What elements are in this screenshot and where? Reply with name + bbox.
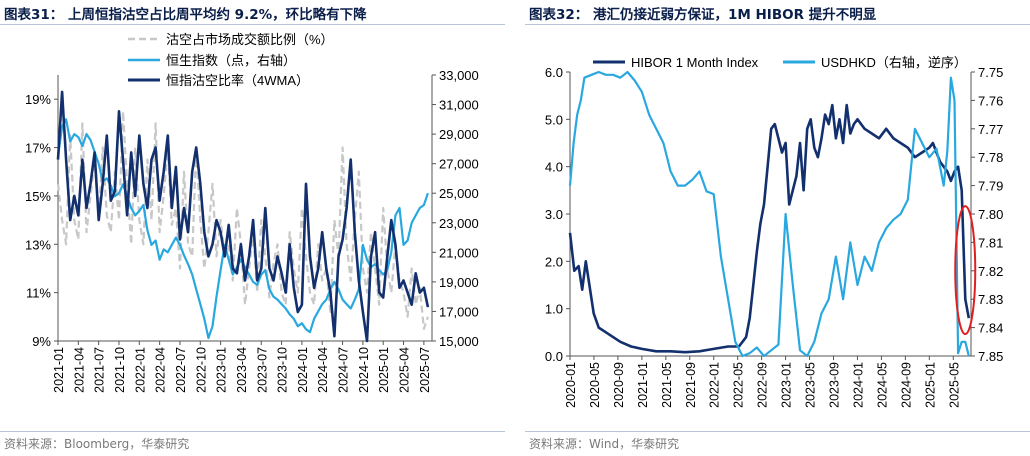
- x-tick-label: 2023-05: [804, 362, 818, 408]
- y-left-tick-label: 6.0: [545, 65, 563, 80]
- x-tick-label: 2020-05: [588, 362, 602, 408]
- x-tick-label: 2024-01: [851, 362, 865, 408]
- y-left-tick-label: 1.0: [545, 302, 563, 317]
- y-right-tick-label: 31,000: [439, 98, 479, 113]
- right-title-divider: [525, 24, 1030, 25]
- x-tick-label: 2023-09: [828, 362, 842, 408]
- x-tick-label: 2022-01: [133, 347, 147, 393]
- y-right-tick-label: 7.80: [978, 207, 1003, 222]
- y-right-tick-label: 7.82: [978, 264, 1003, 279]
- y-right-tick-label: 7.77: [978, 122, 1003, 137]
- left-title-divider: [0, 24, 505, 25]
- y-left-tick-label: 2.0: [545, 254, 563, 269]
- left-chart-svg: 沽空占市场成交额比例（%） 恒生指数（点，右轴） 恒指沽空比率（4WMA） 9%…: [25, 32, 479, 393]
- x-tick-label: 2025-04: [398, 347, 412, 393]
- y-left-tick-label: 4.0: [545, 160, 563, 175]
- y-right-tick-label: 21,000: [439, 245, 479, 260]
- y-right-tick-label: 19,000: [439, 275, 479, 290]
- x-tick-label: 2021-10: [113, 347, 127, 393]
- x-tick-label: 2022-05: [732, 362, 746, 408]
- y-left-tick-label: 11%: [26, 286, 51, 301]
- x-tick-label: 2025-07: [418, 347, 432, 393]
- y-right-tick-label: 7.76: [978, 93, 1003, 108]
- left-legend: 沽空占市场成交额比例（%） 恒生指数（点，右轴） 恒指沽空比率（4WMA）: [128, 32, 334, 88]
- x-tick-label: 2022-10: [194, 347, 208, 393]
- right-chart-panel: 图表32： 港汇仍接近弱方保证，1M HIBOR 提升不明显 HIBOR 1 M…: [525, 0, 1030, 456]
- x-tick-label: 2025-05: [947, 362, 961, 408]
- x-tick-label: 2021-09: [684, 362, 698, 408]
- y-left-tick-label: 19%: [25, 92, 51, 107]
- x-tick-label: 2021-04: [72, 347, 86, 393]
- x-tick-label: 2021-01: [52, 347, 66, 393]
- legend-label-wma: 恒指沽空比率（4WMA）: [166, 73, 309, 88]
- series-line-usdhkd: [568, 70, 970, 358]
- y-right-tick-label: 7.85: [978, 349, 1003, 364]
- y-left-tick-label: 3.0: [545, 207, 563, 222]
- x-tick-label: 2022-01: [708, 362, 722, 408]
- x-tick-label: 2024-07: [337, 347, 351, 393]
- y-left-tick-label: 17%: [25, 141, 51, 156]
- y-right-tick-label: 27,000: [439, 157, 479, 172]
- y-left-tick-label: 9%: [32, 334, 51, 349]
- x-tick-label: 2023-07: [255, 347, 269, 393]
- x-tick-label: 2025-01: [377, 347, 391, 393]
- y-left-tick-label: 5.0: [545, 112, 563, 127]
- left-source-divider: [0, 431, 505, 432]
- x-tick-label: 2021-01: [636, 362, 650, 408]
- y-right-tick-label: 29,000: [439, 127, 479, 142]
- left-source-note: 资料来源：Bloomberg，华泰研究: [4, 437, 190, 451]
- legend-label-usdhkd: USDHKD（右轴，逆序）: [821, 55, 967, 70]
- x-tick-label: 2022-09: [756, 362, 770, 408]
- right-legend: HIBOR 1 Month Index USDHKD（右轴，逆序）: [593, 55, 967, 70]
- y-right-tick-label: 25,000: [439, 186, 479, 201]
- y-right-tick-label: 7.84: [978, 321, 1003, 336]
- left-plot-area: 9% 11% 13% 15% 17% 19% 15,000 17,000 19,000 21,00…: [25, 68, 479, 393]
- x-tick-label: 2024-01: [296, 347, 310, 393]
- x-tick-label: 2023-10: [276, 347, 290, 393]
- series-line-short_ratio: [56, 110, 429, 330]
- x-tick-label: 2023-04: [235, 347, 249, 393]
- x-tick-label: 2020-09: [612, 362, 626, 408]
- x-tick-label: 2023-01: [780, 362, 794, 408]
- x-tick-label: 2024-09: [899, 362, 913, 408]
- y-left-tick-label: 15%: [25, 189, 51, 204]
- y-right-tick-label: 17,000: [439, 304, 479, 319]
- x-tick-label: 2022-04: [154, 347, 168, 393]
- y-right-tick-label: 7.83: [978, 292, 1003, 307]
- x-tick-label: 2021-07: [93, 347, 107, 393]
- left-chart-panel: 图表31： 上周恒指沽空占比周平均约 9.2%，环比略有下降 沽空占市场成交额比…: [0, 0, 505, 456]
- y-right-tick-label: 7.78: [978, 150, 1003, 165]
- right-plot-area: 0.0 1.0 2.0 3.0 4.0 5.0 6.0 7.75 7.76 7.77 7.78 7.7…: [545, 65, 1003, 408]
- y-right-tick-label: 23,000: [439, 216, 479, 231]
- x-tick-label: 2024-10: [357, 347, 371, 393]
- y-left-tick-label: 0.0: [545, 349, 563, 364]
- y-left-tick-label: 13%: [25, 237, 51, 252]
- right-chart-title: 图表32： 港汇仍接近弱方保证，1M HIBOR 提升不明显: [529, 7, 877, 23]
- x-tick-label: 2022-07: [174, 347, 188, 393]
- series-line-hsi: [56, 118, 429, 340]
- series-line-hibor: [568, 103, 971, 354]
- left-chart-title: 图表31： 上周恒指沽空占比周平均约 9.2%，环比略有下降: [4, 7, 367, 23]
- highlight-ellipse: [954, 205, 977, 336]
- legend-label-hibor: HIBOR 1 Month Index: [631, 55, 759, 70]
- legend-label-short-ratio: 沽空占市场成交额比例（%）: [166, 32, 334, 47]
- right-chart-svg: HIBOR 1 Month Index USDHKD（右轴，逆序） 0.0 1.0…: [545, 55, 1003, 408]
- y-right-tick-label: 7.81: [978, 235, 1003, 250]
- x-tick-label: 2021-05: [660, 362, 674, 408]
- y-right-tick-label: 7.79: [978, 179, 1003, 194]
- x-tick-label: 2025-01: [923, 362, 937, 408]
- y-right-tick-label: 15,000: [439, 334, 479, 349]
- x-tick-label: 2024-04: [316, 347, 330, 393]
- right-source-note: 资料来源：Wind，华泰研究: [529, 437, 680, 451]
- series-line-wma: [56, 90, 430, 343]
- x-tick-label: 2023-01: [215, 347, 229, 393]
- y-right-tick-label: 7.75: [978, 65, 1003, 80]
- legend-label-hsi: 恒生指数（点，右轴）: [166, 53, 296, 68]
- x-tick-label: 2020-01: [564, 362, 578, 408]
- right-source-divider: [525, 431, 1030, 432]
- x-tick-label: 2024-05: [875, 362, 889, 408]
- y-right-tick-label: 33,000: [439, 68, 479, 83]
